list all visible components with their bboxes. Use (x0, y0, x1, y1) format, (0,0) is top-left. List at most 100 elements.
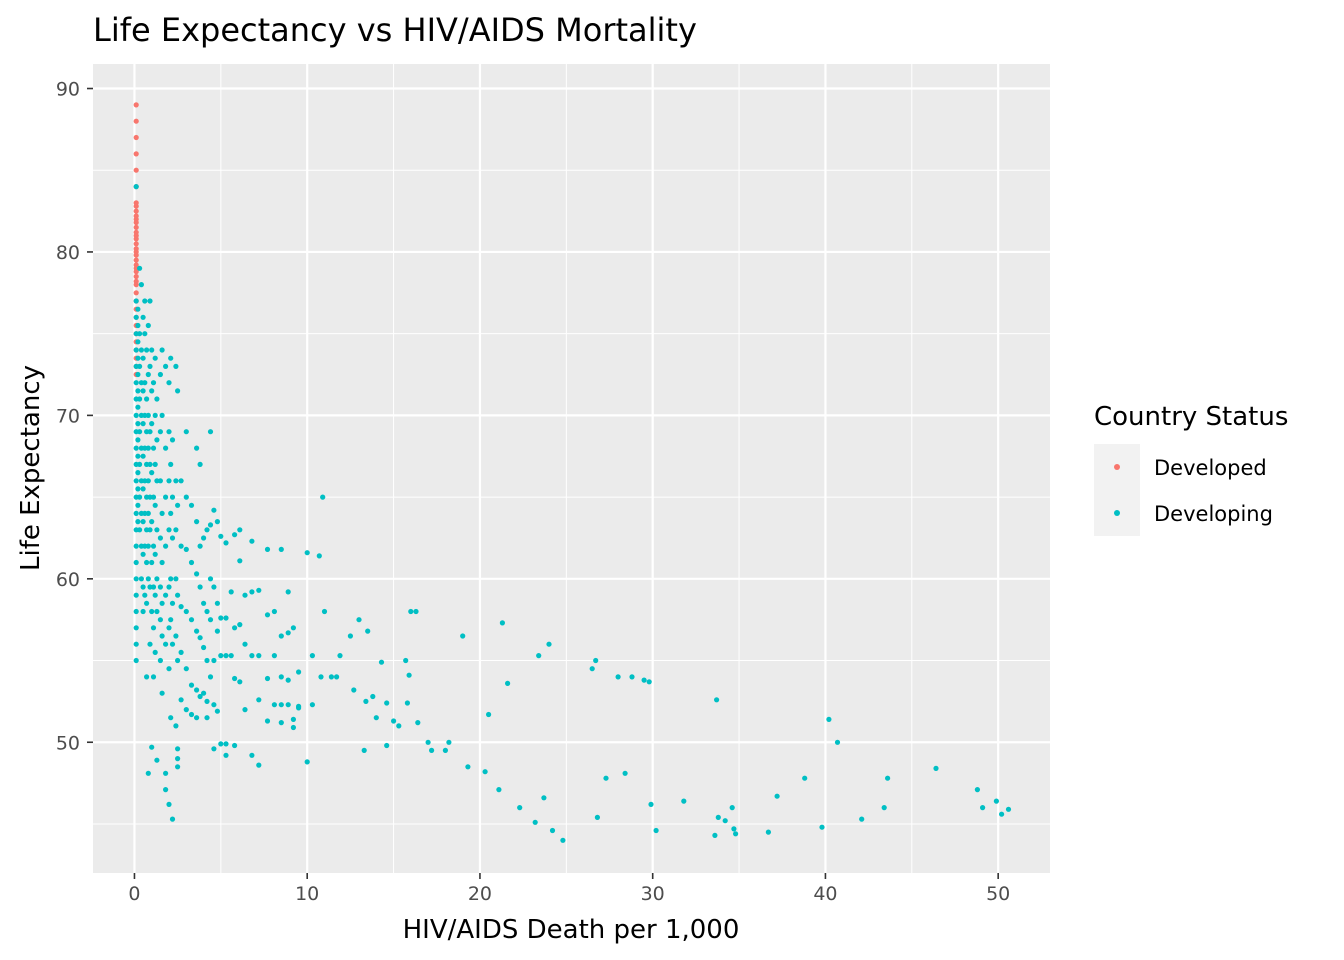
point-developing (140, 355, 146, 361)
point-developing (168, 715, 174, 721)
point-developing (249, 653, 255, 659)
point-developing (133, 478, 139, 484)
point-developing (197, 543, 203, 549)
point-developed (133, 282, 139, 288)
point-developing (271, 608, 277, 615)
point-developing (320, 494, 326, 500)
point-developing (135, 453, 141, 459)
point-developing (733, 831, 739, 837)
x-tick-label: 20 (468, 883, 492, 905)
point-developing (173, 723, 179, 729)
point-developing (207, 522, 214, 528)
point-developing (712, 832, 718, 839)
point-developed (133, 203, 139, 209)
point-developing (347, 633, 353, 639)
point-developing (157, 535, 163, 541)
point-developing (140, 388, 146, 394)
point-developing (140, 453, 146, 459)
point-developing (188, 559, 195, 566)
point-developing (133, 510, 139, 516)
point-developing (138, 282, 144, 288)
point-developing (147, 461, 153, 467)
point-developing (802, 775, 808, 781)
y-axis-title: Life Expectancy (16, 365, 46, 571)
point-developing (204, 608, 210, 615)
point-developing (309, 653, 315, 659)
point-developed (133, 167, 139, 173)
point-developing (541, 795, 547, 801)
point-developing (142, 298, 148, 304)
point-developing (157, 584, 163, 590)
point-developing (218, 615, 224, 621)
point-developing (135, 371, 141, 378)
point-developing (149, 608, 155, 615)
legend: Country Status Developed Developing (1094, 402, 1288, 536)
point-developing (166, 584, 172, 590)
point-developing (442, 747, 448, 754)
point-developing (137, 494, 143, 500)
point-developing (163, 592, 169, 598)
x-tick-label: 0 (128, 883, 140, 905)
point-developing (560, 837, 566, 843)
point-developing (183, 494, 189, 500)
point-developing (135, 339, 141, 345)
point-developing (328, 674, 334, 680)
point-developing (133, 576, 139, 582)
point-developing (135, 421, 141, 427)
point-developing (135, 486, 141, 492)
point-developing (223, 540, 229, 546)
legend-swatch-developed (1114, 464, 1120, 470)
x-tick-label: 40 (813, 883, 837, 905)
point-developing (278, 720, 284, 726)
point-developing (145, 510, 151, 516)
point-developing (271, 702, 277, 708)
point-developing (150, 494, 157, 500)
point-developing (648, 801, 654, 808)
point-developing (144, 396, 150, 402)
point-developing (211, 584, 217, 590)
point-developed (133, 208, 139, 214)
point-developing (465, 764, 471, 770)
point-developing (169, 816, 176, 822)
point-developing (593, 657, 599, 664)
point-developing (135, 502, 141, 508)
point-developing (154, 437, 160, 443)
major-gridlines (93, 64, 1050, 873)
point-developing (256, 653, 262, 659)
point-developing (285, 677, 291, 683)
point-developing (133, 347, 139, 353)
point-developing (194, 571, 200, 577)
point-developing (145, 543, 151, 549)
point-developing (137, 265, 143, 271)
x-tick-label: 30 (641, 883, 665, 905)
point-developing (715, 814, 721, 821)
point-developing (178, 543, 184, 549)
point-developing (152, 502, 158, 508)
y-tick-label: 50 (56, 732, 80, 754)
point-developing (144, 600, 150, 606)
point-developing (304, 759, 310, 765)
point-developing (159, 559, 165, 566)
y-axis: 50 60 70 80 90 (56, 79, 93, 754)
point-developing (168, 461, 174, 467)
point-developing (765, 829, 772, 835)
point-developing (363, 698, 369, 705)
point-developing (166, 380, 172, 386)
point-developing (223, 752, 229, 758)
point-developing (622, 770, 628, 776)
point-developing (147, 363, 153, 369)
point-developing (157, 371, 163, 378)
point-developing (499, 620, 505, 626)
point-developing (188, 711, 195, 718)
y-tick-label: 60 (56, 569, 80, 591)
point-developing (232, 625, 238, 631)
point-developing (154, 757, 160, 763)
point-developing (256, 587, 262, 593)
point-developing (819, 824, 825, 830)
point-developing (214, 600, 220, 606)
point-developing (249, 752, 255, 758)
point-developing (646, 679, 652, 685)
point-developed (133, 252, 139, 258)
point-developing (175, 746, 181, 752)
point-developing (264, 612, 271, 618)
